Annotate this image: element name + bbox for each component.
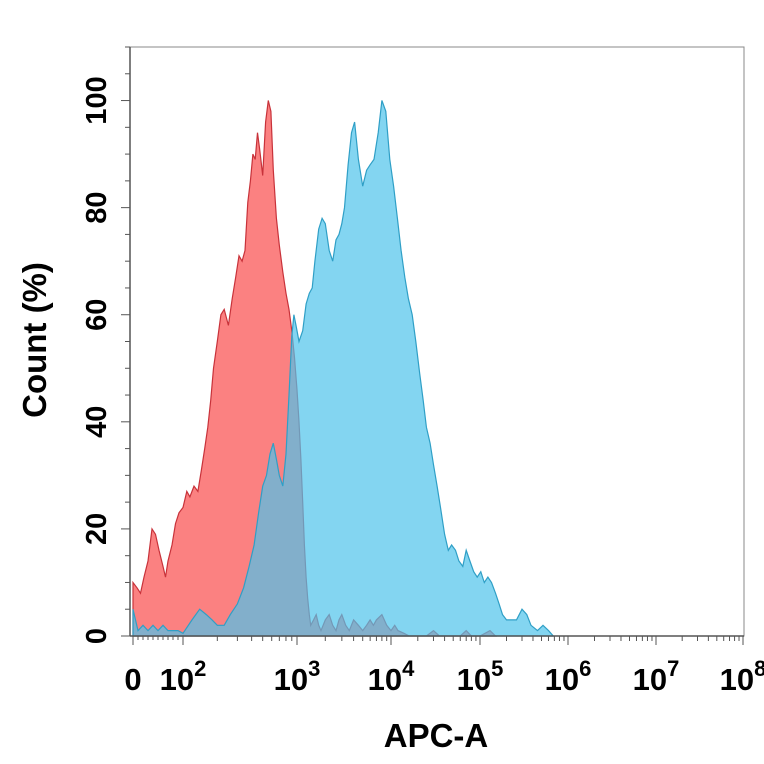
y-tick-label: 100 bbox=[81, 76, 113, 124]
x-tick-label: 108 bbox=[720, 656, 764, 697]
y-tick-label: 60 bbox=[81, 299, 113, 331]
y-tick-label: 0 bbox=[81, 628, 113, 644]
y-tick-label: 80 bbox=[81, 191, 113, 223]
x-tick-label: 104 bbox=[368, 656, 415, 697]
series-area-2 bbox=[132, 100, 555, 637]
x-tick-label: 106 bbox=[545, 656, 592, 697]
y-tick-labels: 0 20 40 60 80 100 bbox=[81, 76, 113, 644]
x-tick-label: 107 bbox=[633, 656, 680, 697]
x-tick-label: 105 bbox=[457, 656, 504, 697]
x-tick-label: 103 bbox=[274, 656, 321, 697]
x-tick-labels: 0 102 103 104 105 106 107 108 bbox=[124, 656, 764, 697]
y-tick-label: 20 bbox=[81, 513, 113, 545]
y-tick-label: 40 bbox=[81, 406, 113, 438]
x-axis-title: APC-A bbox=[384, 717, 489, 754]
y-axis-title: Count (%) bbox=[16, 262, 53, 418]
x-tick-label: 102 bbox=[160, 656, 207, 697]
series-layer bbox=[132, 100, 555, 637]
axes-layer bbox=[121, 46, 744, 645]
x-tick-label: 0 bbox=[124, 662, 141, 697]
